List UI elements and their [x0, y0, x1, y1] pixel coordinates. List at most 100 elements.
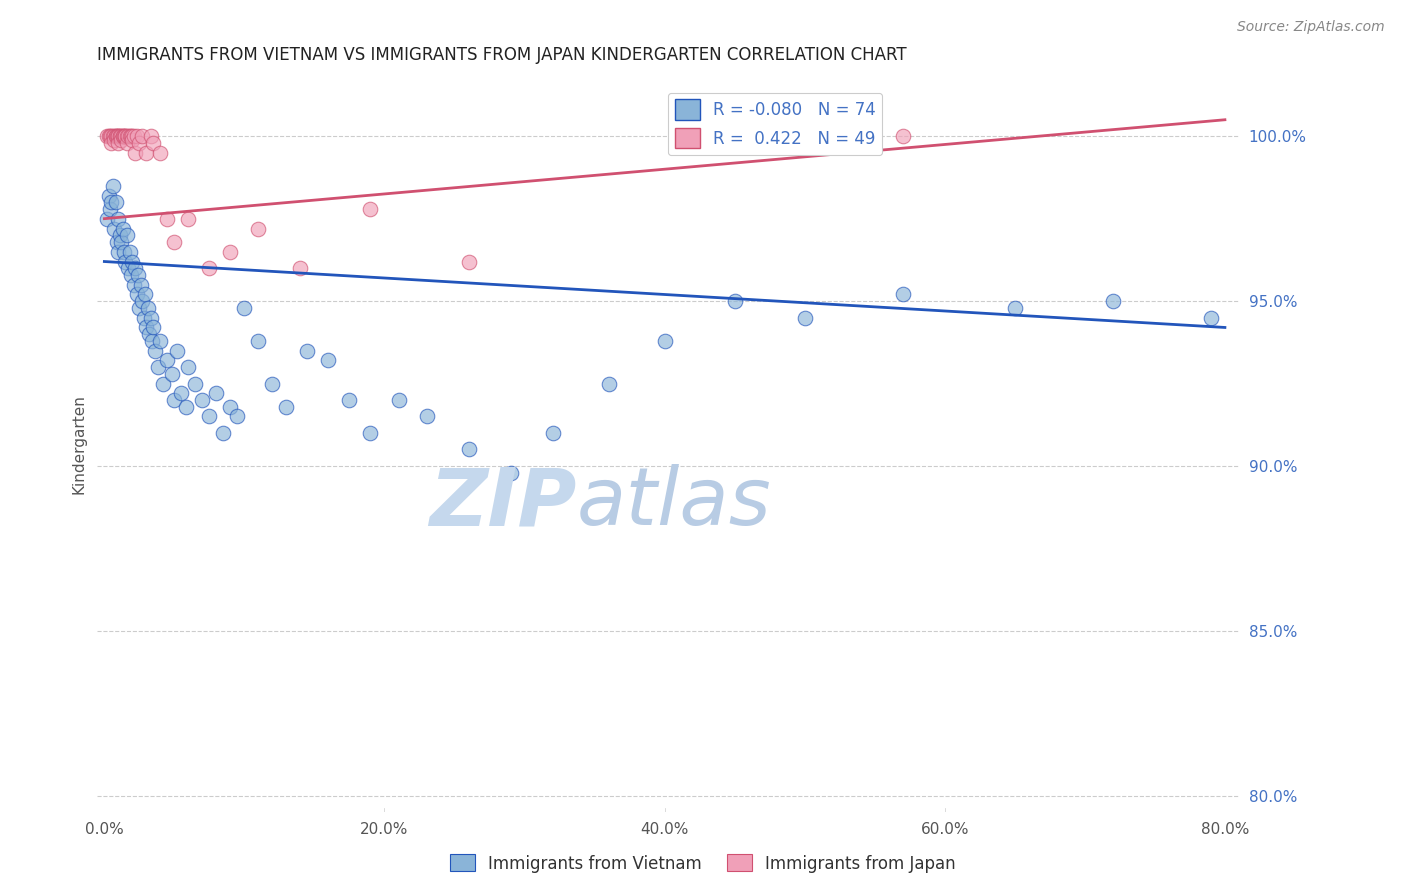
- Point: [135, 320, 157, 334]
- Point: [219, 400, 242, 414]
- Point: [793, 310, 815, 325]
- Point: [104, 195, 127, 210]
- Point: [136, 301, 159, 315]
- Point: [121, 132, 143, 146]
- Point: [360, 202, 382, 216]
- Point: [104, 129, 127, 144]
- Point: [654, 334, 676, 348]
- Point: [415, 409, 437, 424]
- Point: [122, 129, 145, 144]
- Point: [152, 376, 174, 391]
- Point: [262, 376, 284, 391]
- Point: [149, 145, 172, 160]
- Point: [297, 343, 319, 358]
- Point: [499, 466, 522, 480]
- Point: [125, 129, 148, 144]
- Point: [101, 178, 124, 193]
- Point: [247, 221, 270, 235]
- Point: [166, 343, 188, 358]
- Point: [120, 129, 142, 144]
- Point: [107, 129, 129, 144]
- Point: [219, 244, 242, 259]
- Point: [131, 129, 153, 144]
- Point: [541, 425, 564, 440]
- Point: [156, 353, 179, 368]
- Point: [114, 129, 136, 144]
- Point: [457, 254, 479, 268]
- Point: [142, 136, 165, 150]
- Point: [112, 129, 135, 144]
- Point: [146, 359, 169, 374]
- Point: [127, 268, 149, 282]
- Point: [108, 129, 131, 144]
- Point: [891, 287, 914, 301]
- Point: [212, 425, 235, 440]
- Point: [128, 136, 150, 150]
- Point: [110, 129, 132, 144]
- Point: [138, 327, 160, 342]
- Point: [96, 129, 118, 144]
- Point: [360, 425, 382, 440]
- Point: [115, 129, 138, 144]
- Point: [124, 261, 146, 276]
- Point: [101, 129, 124, 144]
- Point: [184, 376, 207, 391]
- Point: [247, 334, 270, 348]
- Point: [117, 261, 139, 276]
- Point: [163, 235, 186, 249]
- Point: [156, 211, 179, 226]
- Point: [290, 261, 312, 276]
- Point: [143, 343, 166, 358]
- Point: [112, 244, 135, 259]
- Text: ZIP: ZIP: [429, 465, 576, 542]
- Point: [142, 320, 165, 334]
- Point: [121, 129, 143, 144]
- Point: [891, 129, 914, 144]
- Point: [135, 145, 157, 160]
- Point: [100, 136, 122, 150]
- Point: [104, 129, 127, 144]
- Point: [115, 136, 138, 150]
- Point: [724, 294, 747, 309]
- Point: [105, 129, 128, 144]
- Point: [107, 136, 129, 150]
- Point: [107, 244, 129, 259]
- Point: [1102, 294, 1125, 309]
- Point: [108, 129, 131, 144]
- Point: [198, 261, 221, 276]
- Point: [121, 254, 143, 268]
- Point: [111, 221, 134, 235]
- Point: [118, 129, 141, 144]
- Point: [339, 392, 361, 407]
- Point: [191, 392, 214, 407]
- Point: [120, 268, 142, 282]
- Point: [105, 235, 128, 249]
- Point: [149, 334, 172, 348]
- Point: [128, 301, 150, 315]
- Point: [118, 244, 141, 259]
- Point: [141, 334, 163, 348]
- Point: [1199, 310, 1222, 325]
- Point: [132, 310, 155, 325]
- Point: [160, 367, 183, 381]
- Point: [226, 409, 249, 424]
- Point: [110, 132, 132, 146]
- Point: [134, 287, 156, 301]
- Point: [276, 400, 298, 414]
- Point: [122, 277, 145, 292]
- Point: [205, 386, 228, 401]
- Point: [170, 386, 193, 401]
- Point: [98, 129, 121, 144]
- Point: [124, 145, 146, 160]
- Point: [1004, 301, 1026, 315]
- Text: atlas: atlas: [576, 465, 772, 542]
- Point: [103, 129, 125, 144]
- Text: IMMIGRANTS FROM VIETNAM VS IMMIGRANTS FROM JAPAN KINDERGARTEN CORRELATION CHART: IMMIGRANTS FROM VIETNAM VS IMMIGRANTS FR…: [97, 46, 907, 64]
- Point: [115, 228, 138, 243]
- Point: [139, 129, 162, 144]
- Point: [233, 301, 256, 315]
- Point: [103, 221, 125, 235]
- Point: [114, 129, 136, 144]
- Point: [129, 277, 152, 292]
- Point: [96, 211, 118, 226]
